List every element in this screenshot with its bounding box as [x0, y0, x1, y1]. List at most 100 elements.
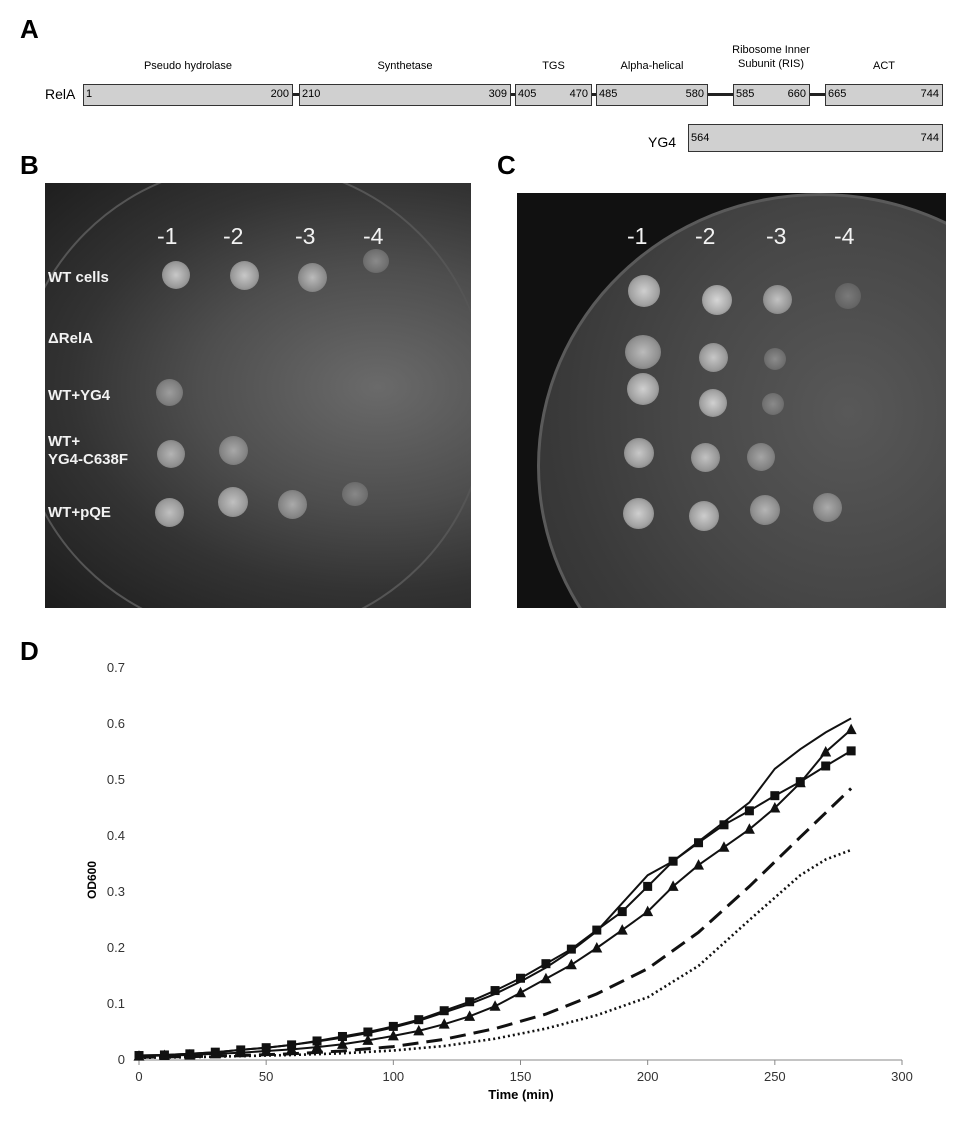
colony-spot	[342, 482, 368, 506]
data-point-square	[439, 1006, 449, 1016]
dilution-label: -2	[695, 223, 716, 249]
data-point-triangle	[845, 723, 857, 735]
colony-spot	[157, 440, 185, 468]
x-tick-label: 50	[259, 1069, 273, 1084]
y-tick-label: 0.2	[107, 940, 125, 955]
x-tick-label: 0	[135, 1069, 142, 1084]
data-point-square	[414, 1015, 424, 1025]
series-line-dotted	[138, 848, 852, 1060]
data-point-triangle	[769, 802, 781, 813]
data-point-triangle	[565, 958, 577, 970]
x-tick-label: 250	[764, 1069, 786, 1084]
colony-spot	[691, 443, 720, 472]
x-tick-label: 150	[510, 1069, 532, 1084]
domain-ris: 585 660	[733, 84, 810, 106]
y-tick-label: 0	[118, 1052, 125, 1067]
yg4-fragment: 564 744	[688, 124, 943, 152]
x-tick-label: 300	[891, 1069, 913, 1084]
domain-title-tgs: TGS	[542, 60, 565, 72]
data-point-square	[617, 907, 627, 917]
colony-spot	[278, 490, 307, 519]
data-point-triangle	[642, 905, 654, 917]
data-point-triangle	[286, 1043, 298, 1054]
data-point-square	[337, 1031, 347, 1041]
data-point-square	[770, 791, 780, 801]
data-point-triangle	[743, 823, 755, 834]
colony-spot	[363, 249, 389, 273]
domain-connector	[810, 93, 825, 96]
domain-pseudo-hydrolase: 1 200	[83, 84, 293, 106]
colony-spot	[162, 261, 190, 289]
strain-label: YG4-C638F	[48, 451, 129, 468]
domain-title-ris: Ribosome Inner Subunit (RIS)	[732, 44, 810, 70]
panel-label-d: D	[20, 636, 39, 666]
colony-spot	[627, 373, 659, 405]
panel-label-b: B	[20, 150, 39, 180]
data-point-triangle	[311, 1041, 323, 1052]
data-point-square	[719, 820, 729, 830]
domain-end: 660	[787, 88, 806, 100]
data-point-square	[363, 1027, 373, 1037]
colony-spot	[702, 285, 732, 315]
domain-alpha-helical: 485 580	[596, 84, 708, 106]
y-axis-label: OD600	[85, 861, 99, 899]
domain-start: 485	[599, 88, 618, 100]
x-tick-label: 200	[637, 1069, 659, 1084]
data-point-triangle	[260, 1045, 272, 1056]
data-point-triangle	[794, 776, 806, 788]
data-point-triangle	[489, 1000, 501, 1011]
data-point-square	[566, 944, 576, 954]
data-point-square	[643, 881, 653, 891]
colony-spot	[764, 348, 786, 370]
data-point-triangle	[387, 1029, 399, 1041]
data-point-square	[846, 746, 856, 756]
colony-spot	[230, 261, 259, 290]
colony-spot	[813, 493, 842, 522]
y-tick-label: 0.3	[107, 884, 125, 899]
domain-title-pseudo-hydrolase: Pseudo hydrolase	[143, 60, 233, 72]
colony-spot	[623, 498, 654, 529]
domain-end: 309	[488, 88, 507, 100]
domain-start: 405	[518, 88, 537, 100]
domain-start: 564	[691, 132, 710, 144]
data-point-square	[744, 806, 754, 816]
colony-spot	[625, 335, 661, 369]
data-point-triangle	[464, 1010, 476, 1021]
colony-spot	[750, 495, 780, 525]
domain-act: 665 744	[825, 84, 943, 106]
series-line-dashed	[138, 787, 853, 1059]
y-tick-label: 0.4	[107, 828, 125, 843]
domain-end: 580	[685, 88, 704, 100]
panel-label-a: A	[20, 14, 39, 44]
y-tick-label: 0.6	[107, 716, 125, 731]
data-point-triangle	[667, 880, 679, 891]
plate-image-b: -1 -2 -3 -4 WT cells ΔRelA WT+YG4 WT+ YG…	[45, 183, 471, 608]
data-point-triangle	[693, 859, 705, 870]
data-point-square	[516, 973, 525, 983]
data-point-square	[592, 925, 602, 935]
domain-synthetase: 210 309	[299, 84, 511, 106]
domain-tgs: 405 470	[515, 84, 592, 106]
data-point-triangle	[591, 942, 603, 953]
domain-connector	[511, 93, 515, 96]
strain-label: WT+	[48, 433, 81, 450]
data-point-triangle	[616, 924, 628, 935]
data-point-square	[541, 959, 551, 969]
data-point-triangle	[413, 1024, 425, 1036]
colony-spot	[298, 263, 327, 292]
y-tick-label: 0.7	[107, 660, 125, 675]
data-point-triangle	[515, 986, 526, 998]
y-tick-label: 0.5	[107, 772, 125, 787]
data-point-square	[465, 997, 475, 1007]
dilution-label: -1	[627, 223, 648, 249]
panel-label-c: C	[497, 150, 516, 180]
colony-spot	[763, 285, 792, 314]
colony-spot	[699, 389, 727, 417]
data-point-square	[388, 1021, 398, 1031]
data-point-square	[821, 761, 831, 771]
dilution-label: -2	[223, 223, 244, 249]
domain-title-synthetase: Synthetase	[377, 60, 433, 72]
domain-connector	[708, 93, 733, 96]
domain-connector	[293, 93, 299, 96]
domain-start: 210	[302, 88, 321, 100]
